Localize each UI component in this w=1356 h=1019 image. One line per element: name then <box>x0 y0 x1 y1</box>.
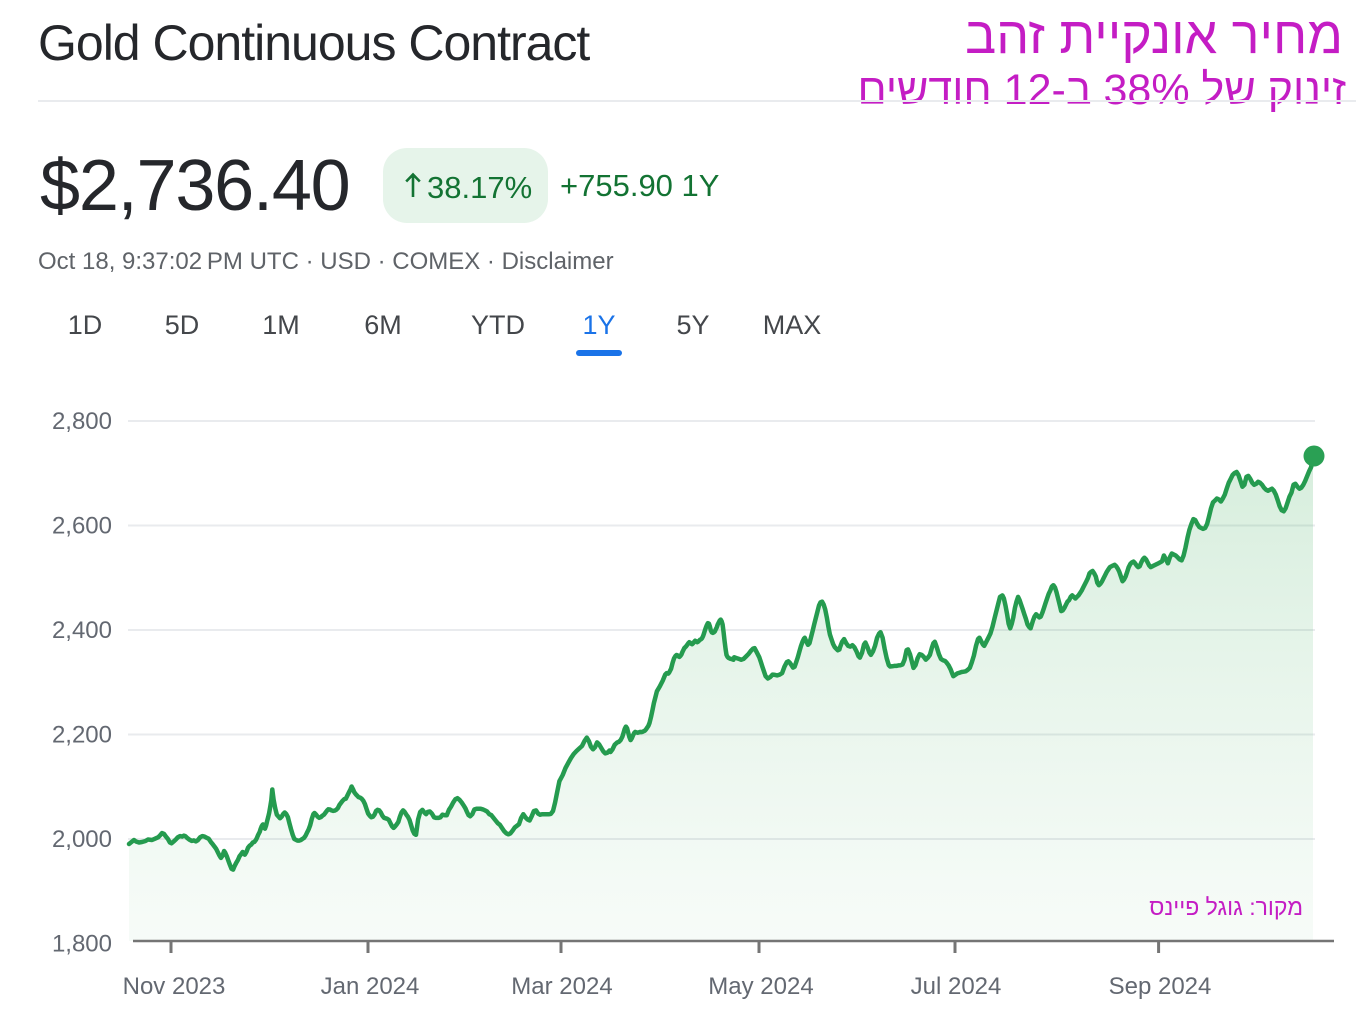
svg-text:Jul 2024: Jul 2024 <box>911 973 1002 1000</box>
svg-text:1,800: 1,800 <box>52 930 112 957</box>
svg-text:May 2024: May 2024 <box>708 973 813 1000</box>
svg-text:2,400: 2,400 <box>52 617 112 644</box>
svg-text:2,000: 2,000 <box>52 826 112 853</box>
svg-text:2,200: 2,200 <box>52 721 112 748</box>
svg-text:Sep 2024: Sep 2024 <box>1109 973 1212 1000</box>
svg-text:Mar 2024: Mar 2024 <box>511 973 612 1000</box>
svg-text:Nov 2023: Nov 2023 <box>123 973 226 1000</box>
svg-text:2,800: 2,800 <box>52 408 112 435</box>
svg-text:2,600: 2,600 <box>52 512 112 539</box>
svg-text:Jan 2024: Jan 2024 <box>321 973 420 1000</box>
